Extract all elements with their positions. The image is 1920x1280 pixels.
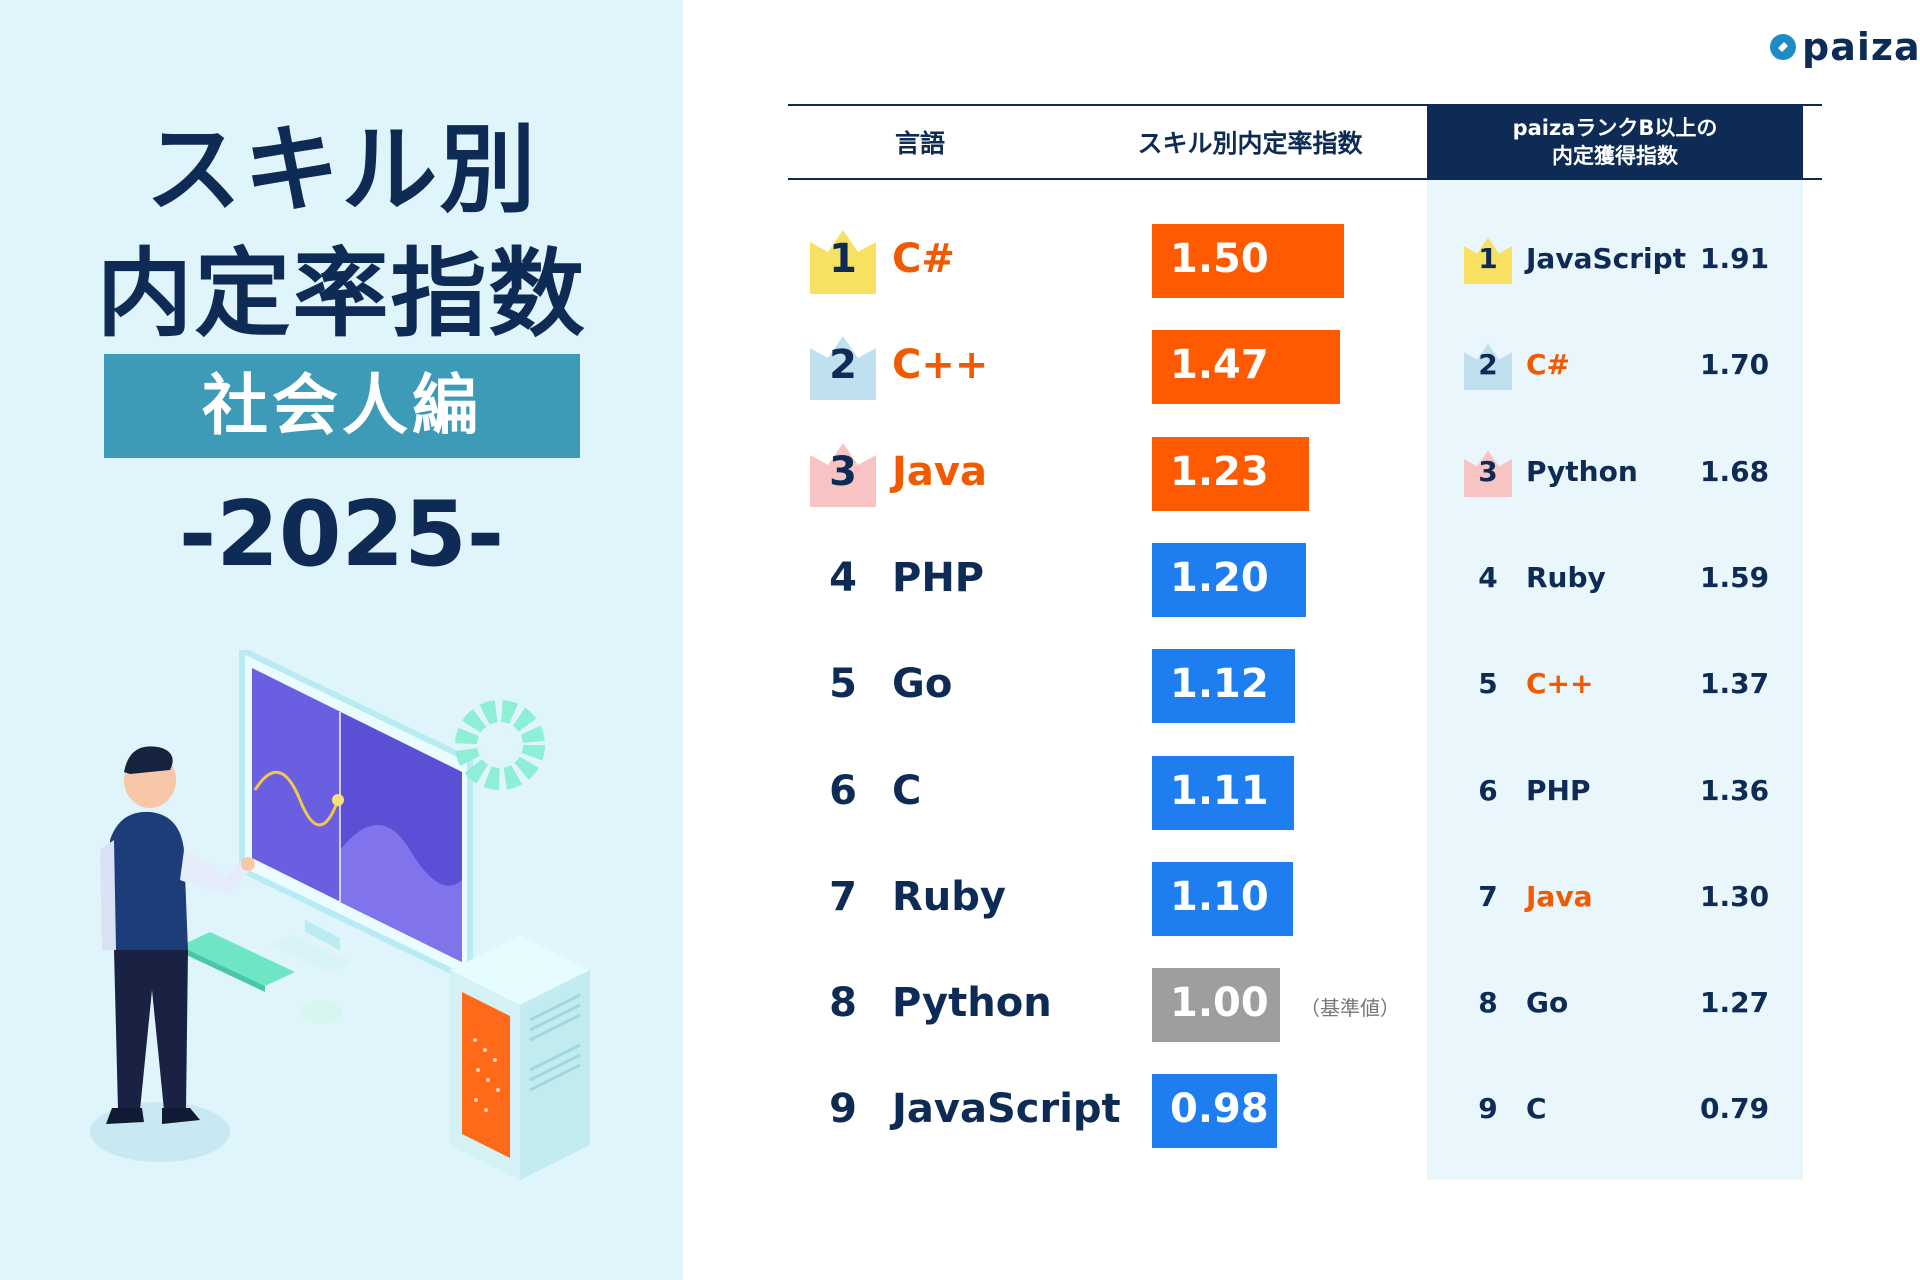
paiza-language-name: C++ (1526, 667, 1594, 701)
crown-badge-icon (810, 442, 876, 507)
rank-number: 5 (829, 661, 857, 708)
language-name: JavaScript (892, 1086, 1121, 1133)
subtitle-badge: 社会人編 (104, 354, 580, 458)
paiza-rank-number: 6 (1478, 773, 1498, 807)
rank-number: 3 (829, 448, 857, 495)
language-name: Python (892, 980, 1052, 1027)
ranking-row: 6 C 1.11 6 PHP 1.36 (0, 754, 1920, 834)
ranking-row: 5 Go 1.12 5 C++ 1.37 (0, 647, 1920, 727)
crown-badge-icon (810, 336, 876, 401)
paiza-rank-number: 3 (1478, 454, 1498, 488)
header-bottom-rule (788, 178, 1822, 180)
language-name: Java (892, 448, 987, 495)
language-name: C# (892, 236, 955, 282)
ranking-row: 2 C++ 1.47 2 C# 1.70 (0, 328, 1920, 408)
index-bar (1152, 436, 1309, 511)
paiza-logo-text: paiza (1802, 25, 1920, 69)
bar-value-label: 1.47 (1170, 342, 1269, 389)
rank-number: 8 (829, 980, 857, 1027)
crown-badge-icon (810, 230, 876, 294)
ranking-row: 3 Java 1.23 3 Python 1.68 (0, 435, 1920, 515)
index-bar (1152, 224, 1344, 298)
header-skill-index: スキル別内定率指数 (1137, 129, 1363, 158)
language-name: C++ (892, 342, 989, 389)
paiza-language-name: JavaScript (1526, 242, 1687, 275)
bar-value-label: 1.10 (1170, 873, 1269, 920)
ranking-row: 8 Python 1.00 （基準値） 8 Go 1.27 (0, 966, 1920, 1046)
paiza-index-value: 1.37 (1700, 667, 1770, 701)
page-title-line-1: スキル別 (145, 114, 538, 226)
paiza-rank-number: 5 (1478, 667, 1498, 701)
paiza-language-name: PHP (1526, 773, 1591, 807)
paiza-language-name: C# (1526, 348, 1571, 382)
paiza-index-value: 0.79 (1700, 1092, 1770, 1126)
paiza-language-name: Ruby (1526, 560, 1606, 594)
paiza-index-value: 1.59 (1700, 560, 1770, 594)
paiza-index-value: 1.70 (1700, 348, 1770, 382)
index-bar (1152, 755, 1294, 830)
paiza-language-name: C (1526, 1092, 1547, 1126)
rank-number: 1 (829, 236, 857, 282)
paiza-logo-icon (1770, 34, 1796, 60)
bar-value-label: 1.11 (1170, 767, 1269, 814)
bar-value-label: 1.23 (1170, 448, 1269, 495)
paiza-language-name: Python (1526, 454, 1638, 488)
paiza-index-value: 1.91 (1700, 242, 1770, 275)
paiza-index-value: 1.36 (1700, 773, 1770, 807)
bar-value-label: 1.20 (1170, 554, 1269, 601)
bar-value-label: 1.50 (1170, 236, 1269, 282)
developer-illustration (90, 650, 590, 1180)
paiza-language-name: Go (1526, 986, 1569, 1020)
rank-number: 2 (829, 342, 857, 389)
rank-number: 4 (829, 554, 857, 601)
paiza-rank-number: 4 (1478, 560, 1498, 594)
bar-value-label: 0.98 (1170, 1086, 1269, 1133)
index-bar (1152, 542, 1306, 617)
ranking-row: 9 JavaScript 0.98 9 C 0.79 (0, 1072, 1920, 1152)
rank-number: 6 (829, 767, 857, 814)
bar-value-label: 1.12 (1170, 661, 1269, 708)
paiza-rank-number: 2 (1478, 348, 1498, 382)
header-paiza-line-2: 内定獲得指数 (1552, 144, 1678, 168)
paiza-rank-number: 7 (1478, 879, 1498, 913)
index-bar (1152, 1074, 1277, 1149)
paiza-language-name: Java (1526, 879, 1593, 913)
index-bar (1152, 968, 1280, 1043)
crown-badge-icon (1464, 450, 1512, 497)
baseline-note: （基準値） (1300, 996, 1400, 1021)
paiza-rank-number: 8 (1478, 986, 1498, 1020)
language-name: Ruby (892, 873, 1006, 920)
paiza-index-value: 1.30 (1700, 879, 1770, 913)
index-bar (1152, 330, 1340, 405)
language-name: Go (892, 661, 953, 708)
paiza-index-value: 1.27 (1700, 986, 1770, 1020)
crown-badge-icon (1464, 343, 1512, 391)
language-name: C (892, 767, 922, 814)
ranking-row: 7 Ruby 1.10 7 Java 1.30 (0, 860, 1920, 940)
paiza-rank-number: 9 (1478, 1092, 1498, 1126)
index-bar (1152, 649, 1295, 724)
paiza-index-value: 1.68 (1700, 454, 1770, 488)
header-language: 言語 (894, 129, 945, 158)
rank-number: 9 (829, 1086, 857, 1133)
left-panel: スキル別 内定率指数 社会人編 -2025- (0, 0, 683, 1280)
header-top-rule (788, 104, 1822, 106)
ranking-row: 1 C# 1.50 1 JavaScript 1.91 (0, 222, 1920, 302)
crown-badge-icon (1464, 237, 1512, 284)
index-bar (1152, 861, 1293, 936)
year-label: -2025- (178, 482, 505, 587)
page-title-line-2: 内定率指数 (96, 238, 587, 350)
bar-value-label: 1.00 (1170, 980, 1269, 1027)
header-paiza-line-1: paizaランクB以上の (1512, 116, 1718, 140)
paiza-logo: paiza (1768, 22, 1920, 72)
rank-number: 7 (829, 873, 857, 920)
header-paiza-index: paizaランクB以上の 内定獲得指数 (1427, 105, 1803, 179)
language-name: PHP (892, 554, 985, 601)
ranking-row: 4 PHP 1.20 4 Ruby 1.59 (0, 541, 1920, 621)
paiza-rank-number: 1 (1478, 242, 1498, 275)
